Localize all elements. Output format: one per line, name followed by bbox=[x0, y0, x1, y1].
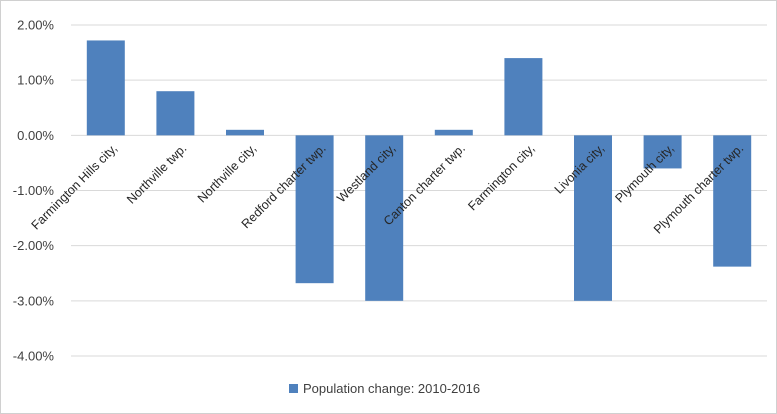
y-tick-label: 0.00% bbox=[17, 128, 54, 143]
y-tick-label: 1.00% bbox=[17, 73, 54, 88]
legend: Population change: 2010-2016 bbox=[289, 381, 480, 396]
bar bbox=[504, 58, 543, 136]
legend-label: Population change: 2010-2016 bbox=[303, 381, 480, 396]
y-tick-label: 2.00% bbox=[17, 18, 54, 33]
y-tick-label: -1.00% bbox=[13, 183, 55, 198]
category-label: Northville twp. bbox=[124, 141, 189, 206]
bar bbox=[434, 129, 473, 136]
bar bbox=[574, 135, 612, 301]
bar bbox=[156, 91, 195, 136]
y-tick-label: -3.00% bbox=[13, 293, 55, 308]
bar bbox=[713, 135, 752, 267]
bar bbox=[86, 40, 125, 136]
bar bbox=[295, 135, 334, 284]
legend-swatch bbox=[289, 384, 298, 393]
bar bbox=[643, 135, 682, 169]
category-label: Farmington city, bbox=[465, 141, 537, 213]
y-tick-label: -2.00% bbox=[13, 238, 55, 253]
bar bbox=[226, 129, 264, 136]
y-tick-label: -4.00% bbox=[13, 349, 55, 364]
bars bbox=[86, 40, 752, 301]
bar bbox=[365, 135, 404, 301]
y-axis-tick-labels: 2.00% 1.00% 0.00% -1.00% -2.00% -3.00% -4.00% bbox=[13, 18, 55, 364]
category-label: Northville city, bbox=[195, 141, 259, 205]
